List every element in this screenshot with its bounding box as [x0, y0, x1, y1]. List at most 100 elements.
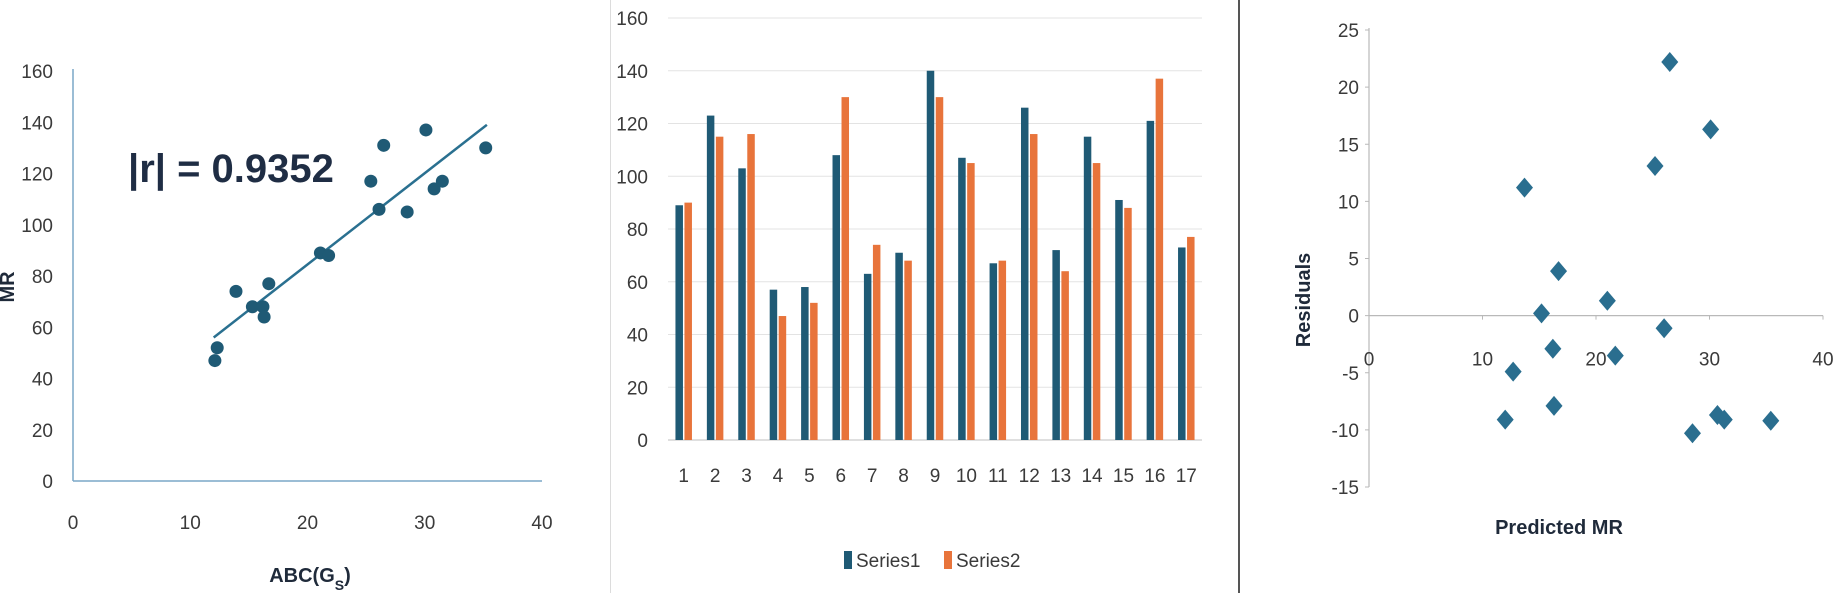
y-tick-label: 0 — [1348, 307, 1359, 328]
bar-series1 — [1020, 107, 1029, 441]
axes — [1365, 28, 1824, 488]
data-point — [262, 277, 276, 291]
y-tick-label: 20 — [627, 378, 648, 399]
data-point — [1545, 395, 1563, 416]
data-point — [1504, 361, 1522, 382]
x-tick-label: 9 — [930, 466, 941, 487]
data-point — [1661, 51, 1679, 72]
y-tick-label: -5 — [1342, 364, 1359, 385]
x-tick-label: 20 — [297, 513, 318, 534]
y-tick-label: 120 — [21, 165, 53, 186]
data-point — [479, 141, 493, 155]
x-tick-label: 12 — [1019, 466, 1040, 487]
x-axis-title-subscript: S — [335, 577, 344, 593]
legend-label: Series2 — [956, 551, 1020, 572]
x-tick-label: 5 — [804, 466, 815, 487]
y-tick-label: 100 — [21, 216, 53, 237]
x-tick-label: 40 — [1812, 350, 1833, 371]
y-tick-label: -10 — [1332, 421, 1359, 442]
bar-series2 — [1155, 78, 1164, 440]
bar-series1 — [675, 205, 683, 440]
x-tick-label: 15 — [1113, 466, 1134, 487]
data-points — [1496, 51, 1780, 444]
y-tick-label: 60 — [32, 318, 53, 339]
bar-series2 — [904, 260, 912, 440]
x-tick-label: 16 — [1144, 466, 1165, 487]
data-point — [419, 123, 433, 137]
data-point — [1606, 345, 1624, 366]
data-point — [1598, 290, 1616, 311]
y-tick-label: 140 — [616, 62, 648, 83]
x-tick-label: 13 — [1050, 466, 1071, 487]
x-tick-label: 14 — [1081, 466, 1103, 487]
bar-chart-panel: 0 20 40 60 80 100 120 140 160 1 2 3 4 5 6 7 8 9 10 11 12 13 14… — [612, 0, 1237, 593]
bar-series1 — [958, 157, 966, 440]
bar-series1 — [895, 252, 903, 440]
x-tick-label: 10 — [180, 513, 201, 534]
data-point — [257, 310, 271, 324]
x-tick-label: 8 — [898, 466, 909, 487]
data-point — [1550, 261, 1568, 282]
bar-series2 — [872, 244, 881, 440]
data-point — [372, 202, 386, 216]
y-tick-label: 0 — [637, 431, 648, 452]
bar-series2 — [715, 136, 724, 440]
y-tick-label: 60 — [627, 273, 648, 294]
bar-series1 — [738, 168, 746, 440]
y-tick-label: 20 — [32, 421, 53, 442]
y-axis-title: Residuals — [1293, 253, 1315, 347]
x-tick-label: 11 — [988, 466, 1008, 487]
bar-series2 — [810, 302, 818, 440]
bar-series1 — [769, 289, 778, 440]
bar-series1 — [1115, 199, 1123, 440]
bar-series2 — [1187, 236, 1195, 440]
x-tick-label: 10 — [1472, 350, 1493, 371]
bar-series2 — [935, 97, 944, 440]
y-tick-label: 0 — [42, 472, 53, 493]
bar-series1 — [863, 273, 872, 440]
data-point — [1702, 119, 1720, 140]
x-tick-label: 0 — [68, 513, 79, 534]
legend-swatch — [944, 551, 952, 569]
x-tick-label: 3 — [741, 466, 752, 487]
y-tick-label: 20 — [1338, 78, 1359, 99]
y-tick-label: 160 — [21, 62, 53, 83]
data-point — [1762, 410, 1780, 431]
x-tick-label: 17 — [1176, 466, 1197, 487]
bar-series2 — [841, 97, 850, 440]
x-axis-title: ABC(GS) — [269, 565, 351, 593]
bar-series1 — [801, 287, 809, 440]
data-point — [1515, 177, 1533, 198]
gridlines — [668, 17, 1202, 441]
data-point — [1683, 423, 1701, 444]
y-tick-label: 100 — [616, 167, 648, 188]
data-point — [208, 354, 222, 368]
regression-scatter-chart: 0 20 40 60 80 100 120 140 160 0 10 20 30 40 |r| = 0.9… — [0, 62, 553, 593]
x-axis-title-main: ABC(G — [269, 565, 335, 587]
bar-series1 — [1052, 250, 1060, 440]
x-tick-label: 20 — [1585, 350, 1606, 371]
x-tick-label: 30 — [1699, 350, 1720, 371]
x-tick-label: 4 — [773, 466, 784, 487]
data-point — [427, 182, 441, 196]
data-points — [208, 123, 493, 368]
bar-series1 — [926, 70, 935, 440]
x-axis-title-end: ) — [344, 565, 351, 587]
data-point — [1533, 303, 1551, 324]
y-axis-title: MR — [0, 271, 19, 303]
bars — [675, 70, 1195, 441]
y-tick-label: 120 — [616, 115, 648, 136]
legend-label: Series1 — [856, 551, 920, 572]
y-tick-label: -15 — [1332, 478, 1359, 499]
data-point — [1715, 409, 1733, 430]
y-tick-label: 10 — [1338, 192, 1359, 213]
y-tick-label: 160 — [616, 9, 648, 30]
bar-series1 — [1146, 120, 1155, 441]
x-tick-label: 40 — [531, 513, 552, 534]
x-axis-title: Predicted MR — [1495, 517, 1623, 539]
data-point — [435, 174, 449, 188]
y-tick-label: 25 — [1338, 21, 1359, 42]
data-point — [400, 205, 414, 219]
